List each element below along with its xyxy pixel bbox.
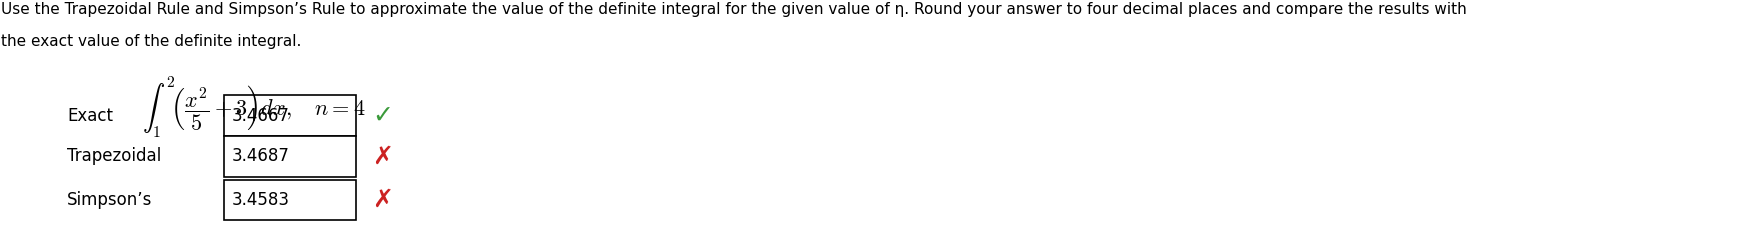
FancyBboxPatch shape [225,180,356,220]
FancyBboxPatch shape [225,136,356,177]
Text: the exact value of the definite integral.: the exact value of the definite integral… [2,34,302,49]
Text: Exact: Exact [67,107,114,125]
Text: $\int_{1}^{2}\!\left(\dfrac{x^2}{5}+3\right)dx,\quad n=4$: $\int_{1}^{2}\!\left(\dfrac{x^2}{5}+3\ri… [142,75,365,141]
Text: Simpson’s: Simpson’s [67,191,153,209]
Text: ✗: ✗ [372,188,393,212]
Text: 3.4687: 3.4687 [232,147,290,165]
Text: 3.4667: 3.4667 [232,107,290,125]
FancyBboxPatch shape [225,95,356,136]
Text: 3.4583: 3.4583 [232,191,290,209]
Text: Use the Trapezoidal Rule and Simpson’s Rule to approximate the value of the defi: Use the Trapezoidal Rule and Simpson’s R… [2,2,1467,17]
Text: ✗: ✗ [372,144,393,168]
Text: ✓: ✓ [372,104,393,128]
Text: Trapezoidal: Trapezoidal [67,147,161,165]
